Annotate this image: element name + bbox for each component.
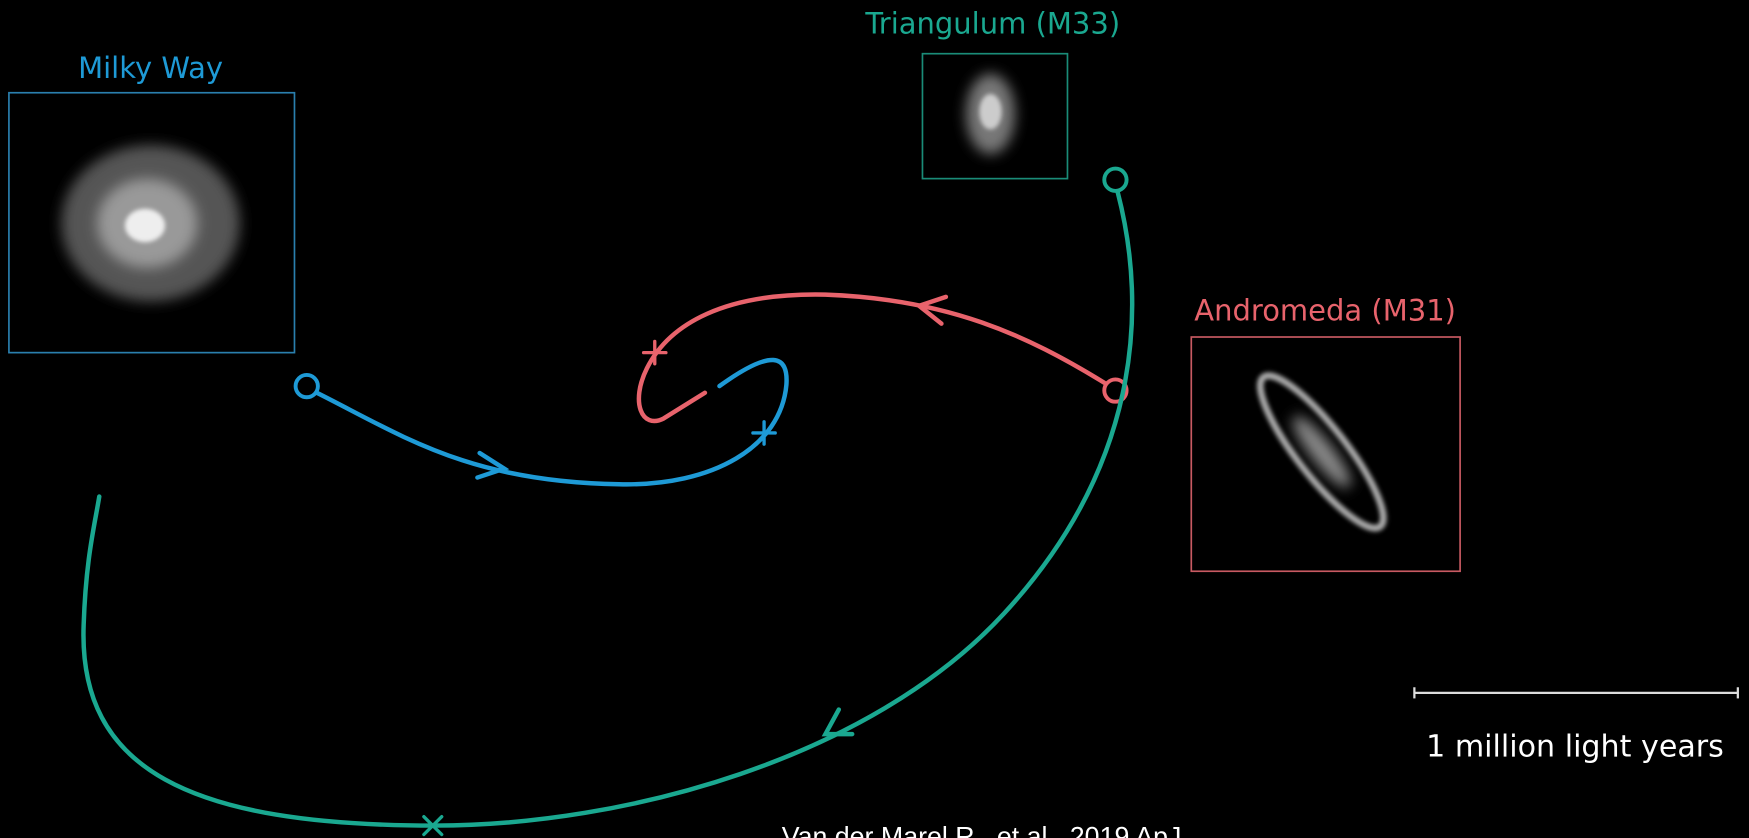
milky-way-orbit (293, 357, 789, 487)
milky-way-image (61, 145, 240, 302)
triangulum-orbit (81, 166, 1135, 837)
scale-bar (1413, 687, 1739, 699)
citation: Van der Marel R., et al., 2019 ApJ (782, 822, 1182, 838)
andromeda-box (1190, 336, 1461, 573)
triangulum-image (965, 73, 1016, 155)
milky-way-box (8, 91, 296, 354)
andromeda-orbit (636, 292, 1129, 423)
triangulum-label: Triangulum (M33) (864, 7, 1120, 41)
triangulum-box (921, 52, 1069, 180)
milky-way-label: Milky Way (78, 51, 223, 85)
scale-bar-label: 1 million light years (1426, 729, 1724, 764)
andromeda-label: Andromeda (M31) (1194, 293, 1456, 327)
andromeda-image (1256, 372, 1387, 532)
